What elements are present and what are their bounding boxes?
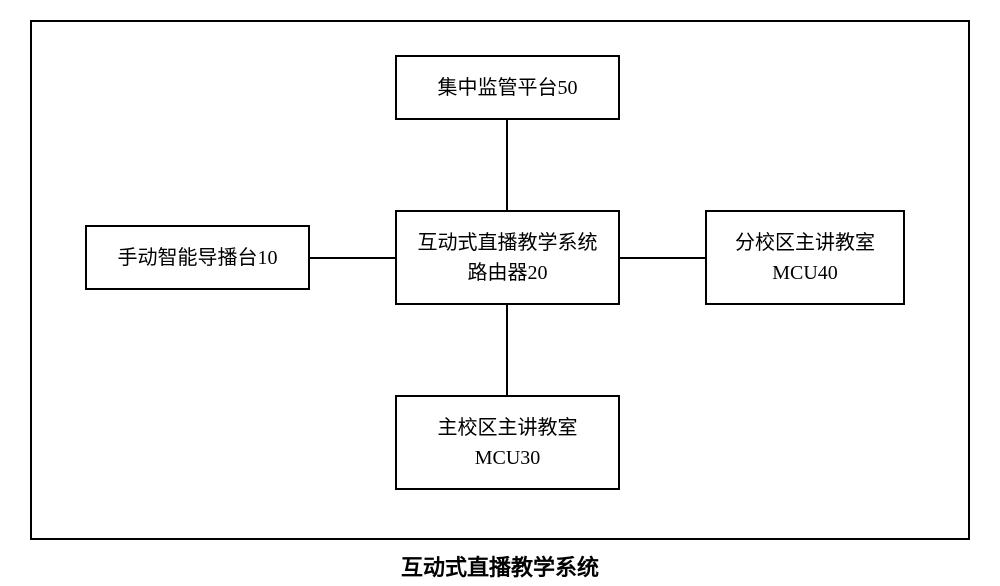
- node-bottom: 主校区主讲教室 MCU30: [395, 395, 620, 490]
- node-right: 分校区主讲教室 MCU40: [705, 210, 905, 305]
- edge-center-bottom: [506, 305, 508, 395]
- node-center-label-line1: 互动式直播教学系统: [418, 228, 598, 258]
- node-top-label: 集中监管平台50: [438, 73, 578, 103]
- node-top: 集中监管平台50: [395, 55, 620, 120]
- node-right-label-line2: MCU40: [735, 258, 875, 288]
- node-center: 互动式直播教学系统 路由器20: [395, 210, 620, 305]
- edge-center-right: [620, 257, 705, 259]
- node-bottom-label-line2: MCU30: [438, 443, 578, 473]
- node-left-label: 手动智能导播台10: [118, 243, 278, 273]
- node-right-label-line1: 分校区主讲教室: [735, 228, 875, 258]
- diagram-caption: 互动式直播教学系统: [300, 550, 700, 582]
- node-left: 手动智能导播台10: [85, 225, 310, 290]
- node-center-label-line2: 路由器20: [418, 258, 598, 288]
- edge-center-left: [310, 257, 395, 259]
- edge-center-top: [506, 120, 508, 210]
- node-bottom-label-line1: 主校区主讲教室: [438, 413, 578, 443]
